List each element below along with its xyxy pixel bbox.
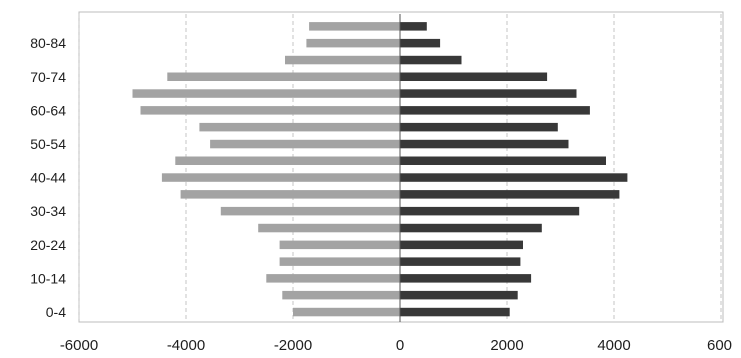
- bar-left-15-19: [279, 257, 400, 266]
- bar-right-25-29: [400, 223, 542, 233]
- bar-left-20-24: [279, 240, 400, 250]
- bar-right-0-4: [400, 307, 510, 317]
- y-tick-label-20-24: 20-24: [30, 237, 66, 253]
- bar-right-40-44: [400, 173, 628, 182]
- bar-right-20-24: [400, 240, 523, 250]
- bar-right-55-59: [400, 122, 558, 132]
- y-tick-label-30-34: 30-34: [30, 203, 66, 219]
- bar-left-75-79: [285, 55, 400, 65]
- x-tick-label-4: 2000: [490, 337, 523, 354]
- y-tick-label-50-54: 50-54: [30, 136, 66, 152]
- y-tick-label-60-64: 60-64: [30, 102, 66, 118]
- bar-left-30-34: [220, 206, 400, 216]
- bar-left-5-9: [282, 290, 400, 300]
- bar-right-75-79: [400, 55, 462, 65]
- bar-right-85+: [400, 22, 427, 31]
- bar-left-35-39: [180, 190, 400, 199]
- bar-right-10-14: [400, 274, 532, 283]
- bars: [132, 22, 628, 317]
- bar-left-10-14: [266, 274, 401, 283]
- bar-right-80-84: [400, 38, 441, 48]
- y-tick-labels: 0-4 10-14 20-24 30-34 40-44 50-54 60-64 70-74 80…: [30, 35, 66, 320]
- bar-left-60-64: [140, 106, 400, 115]
- bar-right-45-49: [400, 156, 606, 165]
- x-tick-label-6: 600: [707, 337, 732, 354]
- bar-left-45-49: [175, 156, 400, 165]
- bar-right-60-64: [400, 106, 590, 115]
- x-tick-label-3: 0: [396, 337, 404, 354]
- y-tick-label-80-84: 80-84: [30, 35, 66, 51]
- bar-right-65-69: [400, 89, 577, 98]
- x-tick-labels: -6000 -4000 -2000 0 2000 4000 600: [60, 337, 732, 354]
- x-tick-label-0: -6000: [60, 337, 98, 354]
- x-tick-label-1: -4000: [167, 337, 205, 354]
- bar-left-80-84: [306, 38, 400, 48]
- bar-left-55-59: [199, 122, 400, 132]
- bar-left-85+: [309, 22, 400, 31]
- bar-right-35-39: [400, 190, 620, 199]
- bar-left-70-74: [167, 72, 400, 81]
- y-tick-label-40-44: 40-44: [30, 170, 66, 186]
- bar-right-50-54: [400, 139, 569, 149]
- bar-right-30-34: [400, 206, 580, 216]
- bar-left-65-69: [132, 89, 400, 98]
- plot-border: [78, 11, 724, 323]
- bar-left-25-29: [258, 223, 400, 233]
- x-tick-label-5: 4000: [597, 337, 630, 354]
- bar-right-5-9: [400, 290, 518, 300]
- bar-left-0-4: [293, 307, 400, 317]
- bar-left-40-44: [161, 173, 400, 182]
- bar-left-50-54: [210, 139, 400, 149]
- bar-right-15-19: [400, 257, 521, 266]
- y-tick-label-70-74: 70-74: [30, 69, 66, 85]
- bar-right-70-74: [400, 72, 548, 81]
- y-tick-label-10-14: 10-14: [30, 270, 66, 286]
- x-tick-label-2: -2000: [274, 337, 312, 354]
- y-tick-label-0-4: 0-4: [46, 304, 66, 320]
